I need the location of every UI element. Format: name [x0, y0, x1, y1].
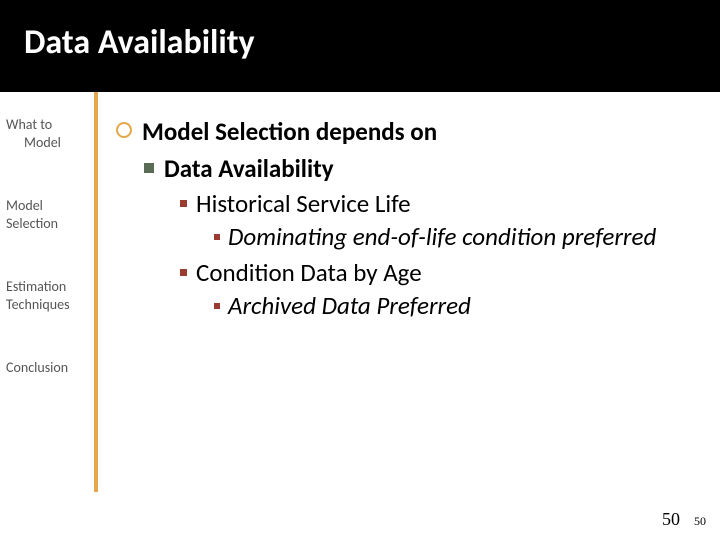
main-content: Model Selection depends on Data Availabi… — [98, 92, 720, 492]
bullet-text: Model Selection depends on — [142, 116, 437, 147]
bullet-text: Data Availability — [164, 153, 334, 184]
page-number: 50 — [662, 509, 680, 530]
sidebar-item-line: Selection — [6, 215, 92, 233]
sidebar-item-line: Techniques — [6, 296, 92, 314]
bullet-level-3: Historical Service Life — [180, 188, 710, 219]
bullet-text: Condition Data by Age — [196, 257, 422, 288]
page-number-small: 50 — [694, 514, 706, 529]
sidebar-item: What to Model — [2, 116, 94, 151]
small-square-bullet-icon — [180, 200, 187, 207]
bullet-text: Historical Service Life — [196, 188, 411, 219]
bullet-level-2: Data Availability — [144, 153, 710, 184]
bullet-level-4: Dominating end-of-life condition preferr… — [214, 221, 710, 252]
sidebar-item-line: Estimation — [6, 278, 92, 296]
sidebar: What to Model Model Selection Estimation… — [0, 92, 98, 492]
sidebar-item-line: Model — [6, 134, 92, 152]
bullet-level-4: Archived Data Preferred — [214, 290, 710, 321]
sidebar-item-line: Conclusion — [6, 359, 92, 377]
tiny-square-bullet-icon — [214, 234, 220, 240]
sidebar-item: Estimation Techniques — [2, 278, 94, 313]
bullet-level-3: Condition Data by Age — [180, 257, 710, 288]
bullet-text: Dominating end-of-life condition preferr… — [228, 221, 656, 252]
tiny-square-bullet-icon — [214, 303, 220, 309]
sidebar-item-line: Model — [6, 197, 92, 215]
bullet-level-1: Model Selection depends on — [116, 116, 710, 147]
title-bar: Data Availability — [0, 0, 720, 92]
footer: 50 50 — [662, 509, 706, 530]
content-area: What to Model Model Selection Estimation… — [0, 92, 720, 492]
small-square-bullet-icon — [180, 269, 187, 276]
slide-title: Data Availability — [24, 22, 720, 63]
circle-bullet-icon — [116, 122, 132, 138]
sidebar-item: Conclusion — [2, 359, 94, 377]
sidebar-item-line: What to — [6, 116, 92, 134]
bullet-text: Archived Data Preferred — [228, 290, 471, 321]
sidebar-item: Model Selection — [2, 197, 94, 232]
square-bullet-icon — [144, 163, 154, 173]
